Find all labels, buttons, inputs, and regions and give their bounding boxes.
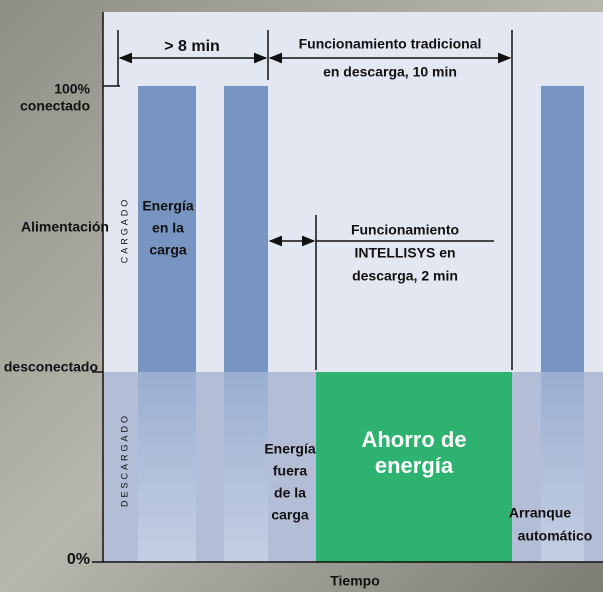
bar bbox=[224, 372, 268, 562]
annotation: Ahorro de bbox=[361, 427, 466, 452]
span-label: Funcionamiento tradicional bbox=[299, 36, 482, 52]
annotation: Energía bbox=[264, 441, 316, 457]
bar bbox=[541, 86, 584, 372]
annotation: Arranque bbox=[509, 505, 571, 521]
zone-label: DESCARGADO bbox=[119, 413, 129, 507]
annotation: Funcionamiento bbox=[351, 222, 459, 238]
bar bbox=[138, 372, 196, 562]
axis-label: Tiempo bbox=[330, 573, 380, 589]
axis-label: 0% bbox=[67, 551, 90, 568]
annotation: carga bbox=[271, 507, 309, 523]
bar bbox=[541, 372, 584, 562]
bars bbox=[138, 86, 584, 562]
zone-label: CARGADO bbox=[119, 197, 129, 264]
axis-label: Alimentación bbox=[21, 219, 109, 235]
annotation: de la bbox=[274, 485, 306, 501]
axis-label: 100% bbox=[54, 81, 90, 97]
annotation: en la bbox=[152, 220, 184, 236]
annotation: fuera bbox=[273, 463, 307, 479]
annotation: descarga, 2 min bbox=[352, 268, 458, 284]
annotation: energía bbox=[375, 453, 454, 478]
annotation: INTELLISYS en bbox=[354, 245, 455, 261]
guides bbox=[92, 12, 603, 563]
savings-block bbox=[316, 372, 512, 562]
annotation: Energía bbox=[142, 198, 194, 214]
axis-label: desconectado bbox=[4, 359, 98, 375]
bar bbox=[224, 86, 268, 372]
bar bbox=[138, 86, 196, 372]
annotation: carga bbox=[149, 242, 187, 258]
span-label: > 8 min bbox=[164, 38, 220, 55]
span-label: en descarga, 10 min bbox=[323, 64, 457, 80]
labels: > 8 min Funcionamiento tradicional en de… bbox=[4, 36, 592, 589]
axis-label: conectado bbox=[20, 98, 90, 114]
annotation: automático bbox=[518, 528, 593, 544]
